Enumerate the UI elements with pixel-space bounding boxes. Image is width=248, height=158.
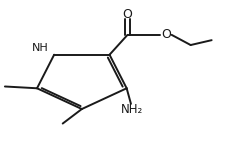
Text: O: O xyxy=(123,8,132,21)
Text: NH₂: NH₂ xyxy=(121,103,143,116)
Text: O: O xyxy=(161,28,171,41)
Text: NH: NH xyxy=(32,43,49,53)
